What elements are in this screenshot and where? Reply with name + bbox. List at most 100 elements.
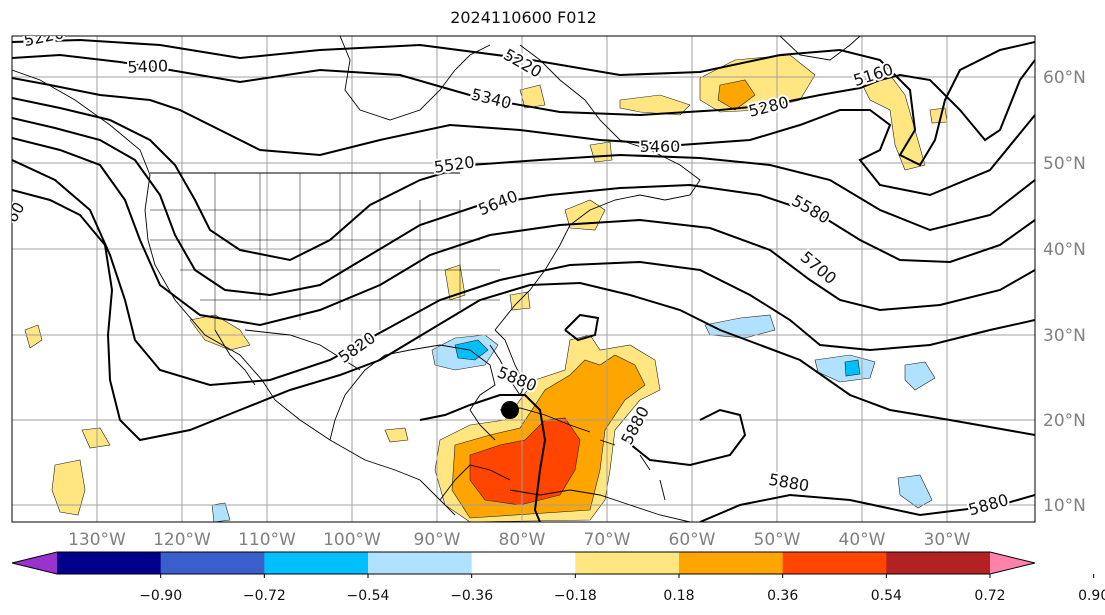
colorbar-tick-label: 0.90 [1078, 588, 1105, 604]
colorbar-outline [11, 551, 1036, 575]
shade-blue-atlantic [844, 359, 861, 377]
colorbar-extend-low [12, 552, 57, 574]
shade-lightblue-atlantic-4 [897, 474, 933, 509]
contour-label: 5460 [640, 137, 681, 156]
shade-yellow-small-5 [589, 141, 613, 163]
contour-2 [12, 53, 1035, 142]
latitude-label: 30°N [1043, 326, 1086, 346]
colorbar-segment [57, 552, 162, 574]
colorbar-tick-label: −0.36 [450, 588, 493, 604]
shade-yellow-small-2 [81, 427, 111, 449]
contour-label: 5880 [966, 490, 1010, 519]
shade-lightblue-pacific [211, 502, 231, 522]
contour-10 [564, 313, 600, 342]
coast-canada-east [519, 44, 701, 201]
contour-label: 5640 [476, 186, 521, 219]
coast-west-north-america [12, 69, 456, 516]
shade-yellow-hawaii-west [24, 324, 43, 349]
border-us-mexico [244, 329, 361, 371]
storm-center-marker [501, 401, 519, 419]
shade-blue-gulf [454, 339, 489, 361]
shade-yellow-mexico-pacific [189, 314, 251, 351]
colorbar-tick-label: 0.72 [974, 588, 1005, 604]
state-borders [150, 173, 500, 340]
contour-label: 5220 [22, 23, 66, 50]
longitude-labels: 130°W 120°W 110°W 100°W 90°W 80°W 70°W 60°W 50°W… [68, 530, 971, 550]
contour-5 [12, 117, 1035, 297]
colorbar-tick-label: 0.54 [871, 588, 902, 604]
shade-yellow-gulf-stlaw [564, 199, 606, 231]
shade-red-caribbean [469, 417, 581, 506]
colorbar-tick-label: 0.18 [663, 588, 694, 604]
shade-yellow-labrador [619, 94, 691, 116]
shade-yellow-greenland [859, 74, 926, 171]
shade-yellow-small-4 [929, 107, 948, 124]
coast-south-america [509, 489, 691, 522]
coast-central-america [439, 464, 511, 501]
coast-greenland [779, 36, 861, 61]
colorbar-tick-label: 0.36 [767, 588, 798, 604]
colorbar-tick-label: −0.54 [347, 588, 390, 604]
longitude-label: 100°W [323, 530, 381, 550]
contour-label: 5880 [767, 470, 810, 496]
shade-yellow-small-1 [384, 427, 409, 443]
map-title: 2024110600 F012 [450, 8, 597, 27]
contour-11 [624, 408, 747, 467]
coast-caribbean-islands [599, 439, 666, 501]
contour-4 [12, 97, 1035, 262]
contour-label: 5340 [469, 85, 513, 113]
colorbar-extend-high [990, 552, 1035, 574]
longitude-label: 50°W [754, 530, 801, 550]
longitude-label: 90°W [414, 530, 461, 550]
contour-1 [12, 38, 1035, 167]
longitude-label: 30°W [924, 530, 971, 550]
colorbar-segment [679, 552, 784, 574]
colorbar-tick-labels: −0.90 −0.72 −0.54 −0.36 −0.18 0.18 0.36 0.54 0.7… [139, 574, 1105, 604]
coast-baja [214, 329, 256, 386]
coast-east-us [494, 194, 641, 331]
coast-gulf [329, 344, 496, 441]
coast-hudson [339, 36, 491, 121]
colorbar-segment [575, 552, 680, 574]
colorbar-segment [782, 552, 887, 574]
map-frame [11, 35, 1036, 523]
longitude-label: 40°W [839, 530, 886, 550]
coastlines [12, 36, 861, 522]
contour-6 [12, 137, 1035, 327]
contour-label: 5220 [500, 45, 545, 82]
shade-orange-north-atlantic [717, 79, 756, 111]
latitude-labels: 60°N 50°N 40°N 30°N 20°N 10°N [1043, 68, 1086, 516]
colorbar-segment [368, 552, 473, 574]
contour-label: 5400 [127, 56, 168, 76]
contour-label: 5580 [788, 191, 833, 228]
latitude-label: 20°N [1043, 411, 1086, 431]
shade-lightblue-atlantic-3 [904, 361, 936, 391]
coast-florida [489, 329, 526, 396]
latitude-label: 60°N [1043, 68, 1086, 88]
contour-12 [699, 493, 1035, 522]
longitude-label: 130°W [68, 530, 126, 550]
shading-layer [24, 54, 948, 522]
contour-label: 5820 [335, 328, 379, 367]
contour-9 [419, 394, 547, 522]
longitude-label: 60°W [669, 530, 716, 550]
latitude-label: 50°N [1043, 154, 1086, 174]
colorbar-segment [160, 552, 265, 574]
longitude-label: 120°W [153, 530, 211, 550]
longitude-label: 110°W [238, 530, 296, 550]
contour-label: 5520 [433, 152, 476, 176]
latitude-label: 10°N [1043, 496, 1086, 516]
contour-label: 5700 [797, 247, 840, 288]
shade-yellow-small-3 [519, 84, 546, 109]
colorbar-tick-label: −0.90 [139, 588, 182, 604]
colorbar [11, 551, 1036, 575]
colorbar-tick-label: −0.72 [243, 588, 286, 604]
contour-7 [12, 159, 1035, 387]
colorbar-segment [264, 552, 369, 574]
shade-yellow-pacific-sw [51, 459, 86, 516]
latitude-label: 40°N [1043, 240, 1086, 260]
colorbar-segment [471, 552, 576, 574]
gridlines [12, 36, 1035, 522]
longitude-label: 80°W [499, 530, 546, 550]
